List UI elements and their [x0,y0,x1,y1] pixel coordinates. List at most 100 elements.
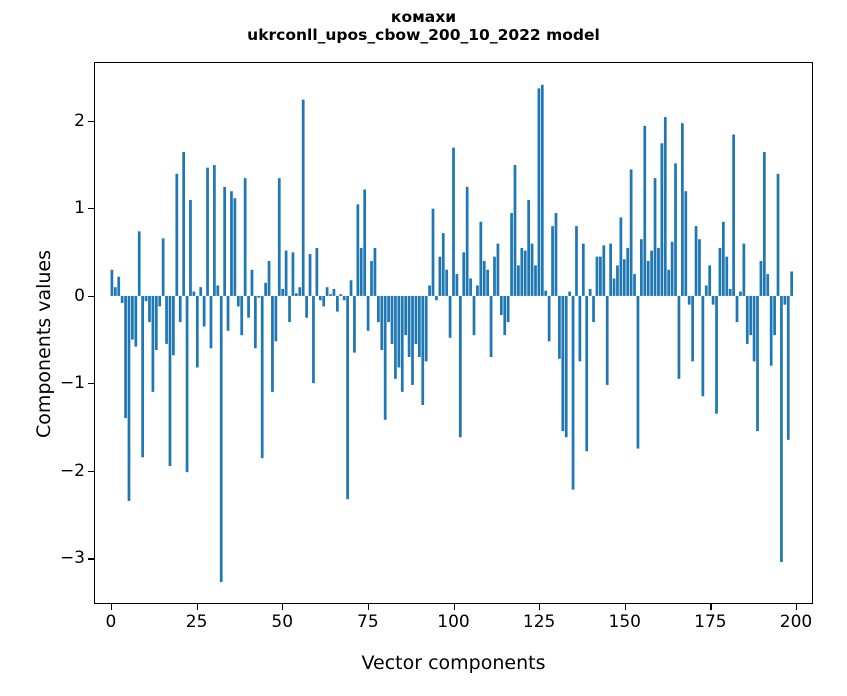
y-tick-label: −2 [59,460,85,481]
bar [445,269,449,296]
bar [335,295,339,312]
bar [602,245,606,296]
bar [684,191,688,296]
bar [462,252,466,296]
bar [144,295,148,302]
bar [650,250,653,296]
bar [363,189,367,296]
bar [383,295,387,420]
bar [346,295,349,500]
bar [612,278,616,296]
bar [366,295,370,331]
bar [301,99,305,296]
bar [373,247,377,296]
bar [216,285,220,296]
bar [267,261,271,296]
bar [503,295,507,336]
bar [213,165,216,296]
bar [284,250,288,296]
bar [482,261,486,296]
bar [742,243,746,296]
bar [571,295,575,490]
bar [390,295,394,344]
bar [322,295,326,307]
bar [633,274,636,296]
bar [394,295,397,379]
bar [619,217,623,296]
bar [636,295,640,449]
bar [776,173,780,296]
bar [547,295,551,342]
bar [455,274,459,296]
bar [414,295,418,344]
bar [646,261,650,296]
x-tick-mark [110,604,113,610]
bar [397,295,401,368]
bar [158,295,162,307]
y-tick-mark [88,295,94,297]
bar [117,276,121,296]
bar [667,269,671,296]
bar [154,295,158,351]
bar [168,295,172,467]
bar [219,295,223,583]
bar [616,265,619,296]
bar [523,250,527,296]
bar [120,295,124,303]
x-tick-mark [367,604,369,610]
bar [295,293,298,296]
bar [551,226,554,296]
x-tick-label: 0 [105,612,117,632]
bar [172,295,175,356]
bar [202,295,206,327]
bar [506,295,510,323]
bar [663,117,667,296]
bar [178,295,182,323]
x-tick-label: 100 [437,612,470,632]
x-tick-label: 25 [185,612,208,632]
bar [240,295,244,336]
bar [558,295,561,359]
bar [486,269,490,296]
bar [537,88,541,296]
bar [640,239,643,296]
bar [585,295,589,452]
bar [230,191,233,296]
bar [513,165,517,296]
bar [223,186,227,296]
bar [520,247,524,296]
bar [769,295,773,366]
x-tick-label: 175 [694,612,727,632]
bar [209,295,213,349]
bar [762,151,766,296]
bar [182,151,186,296]
bar [281,288,285,296]
bar [141,295,145,458]
bar [687,295,691,305]
bar [599,256,602,296]
x-tick-mark [710,604,712,610]
bar [540,84,544,296]
bar [349,280,353,296]
bar [113,287,117,296]
bar [236,295,240,307]
bar [137,231,141,296]
bar [510,213,513,296]
x-tick-label: 75 [357,612,379,632]
bar [124,295,127,419]
x-tick-label: 200 [779,612,813,632]
bar [192,291,196,296]
chart-title: комахи ukrconll_upos_cbow_200_10_2022 mo… [0,8,847,45]
bar [247,295,250,318]
x-tick-mark [196,604,198,610]
bar [609,243,612,296]
bar [424,295,428,362]
bar [698,239,701,296]
bar [441,233,445,296]
bar [653,178,657,296]
bar [165,295,168,344]
bar [417,295,421,357]
y-tick-label: 2 [74,110,85,131]
bar [499,295,503,316]
